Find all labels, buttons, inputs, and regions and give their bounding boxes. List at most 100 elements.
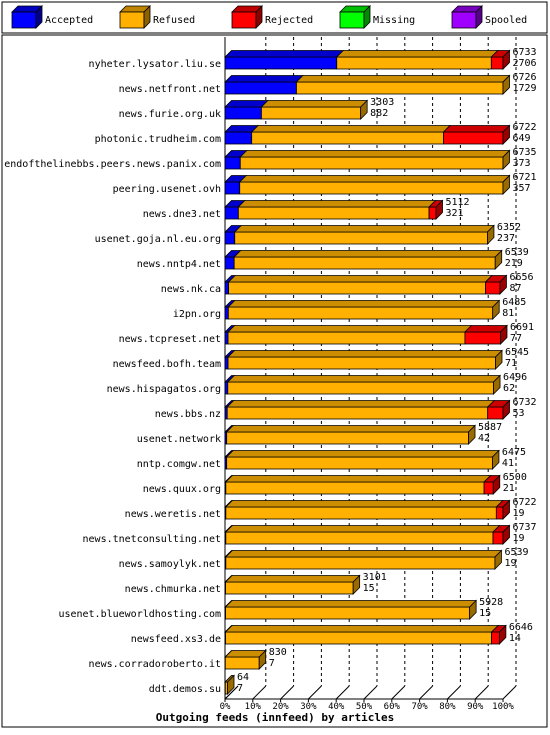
bar-segment-refused (225, 506, 497, 520)
x-tick-label: 30% (300, 702, 317, 712)
row-label: ddt.demos.su (149, 684, 221, 695)
row-label: peering.usenet.ovh (113, 184, 221, 195)
bar-side (499, 274, 507, 295)
bar-row (224, 49, 511, 70)
bar-side (360, 99, 368, 120)
bar-top-refused (224, 500, 504, 508)
total-label: 830 (269, 647, 287, 658)
bar-segment-refused (225, 606, 471, 620)
accepted-label: 357 (513, 183, 531, 194)
accepted-label: 81 (502, 308, 514, 319)
x-tick-label: 60% (384, 702, 401, 712)
bar-top-refused (227, 300, 501, 308)
total-label: 6726 (513, 72, 537, 83)
total-label: 6722 (513, 122, 537, 133)
legend-entry-rejected: Rejected (231, 5, 313, 29)
bar-segment-rejected (490, 56, 504, 70)
bar-segment-rejected (485, 281, 501, 295)
row-label: nntp.comgw.net (137, 459, 221, 470)
row-label: news.tcpreset.net (119, 334, 221, 345)
legend-swatch (339, 11, 365, 29)
bar-side (502, 49, 510, 70)
bar-segment-accepted (224, 356, 229, 370)
bar-segment-refused (237, 206, 430, 220)
bar-top-refused (227, 350, 503, 358)
total-label: 6722 (513, 497, 537, 508)
bar-top-refused (224, 625, 500, 633)
bar-top-refused (239, 150, 511, 158)
total-label: 6733 (513, 47, 537, 58)
accepted-label: 14 (509, 633, 521, 644)
bar-segment-rejected (464, 331, 501, 345)
row-label: news.tnetconsulting.net (83, 534, 221, 545)
bar-side (492, 299, 500, 320)
bar-row (224, 174, 511, 195)
bar-row (224, 424, 476, 445)
bar-segment-refused (233, 256, 496, 270)
total-label: 6646 (509, 622, 533, 633)
bar-segment-refused (226, 406, 489, 420)
total-label: 5112 (446, 197, 470, 208)
accepted-label: 53 (513, 408, 525, 419)
bar-side (468, 424, 476, 445)
bar-side (502, 499, 510, 520)
bar-segment-accepted (224, 156, 241, 170)
bar-side (498, 624, 507, 645)
x-tick-label: 90% (467, 702, 484, 712)
bar-segment-accepted (224, 256, 235, 270)
accepted-label: 41 (502, 458, 514, 469)
bar-segment-accepted (224, 331, 229, 345)
bar-row (224, 499, 511, 520)
bar-segment-accepted (224, 181, 241, 195)
accepted-label: 882 (370, 108, 388, 119)
bar-segment-accepted (224, 81, 297, 95)
bar-top-refused (260, 100, 369, 108)
bar-segment-refused (225, 556, 496, 570)
bar-segment-refused (226, 456, 493, 470)
bar-side (227, 674, 235, 695)
bar-segment-refused (225, 631, 493, 645)
bar-segment-accepted (224, 131, 253, 145)
row-label: news.samoylyk.net (119, 559, 221, 570)
bars (224, 49, 511, 695)
chart-title: Outgoing feeds (innfeed) by articles (156, 711, 394, 724)
total-label: 64 (237, 672, 249, 683)
bar-row (224, 474, 501, 495)
accepted-label: 62 (503, 383, 515, 394)
bar-top-refused (227, 275, 493, 283)
bar-row (224, 524, 511, 545)
bar-segment-refused (225, 531, 494, 545)
x-tick-label: 10% (245, 702, 262, 712)
bar-segment-refused (234, 231, 488, 245)
total-label: 5887 (478, 422, 502, 433)
legend-label: Refused (153, 15, 195, 26)
legend-label: Spooled (485, 15, 527, 26)
bar-side (502, 399, 510, 420)
accepted-label: 321 (446, 208, 464, 219)
bar-segment-refused (225, 481, 485, 495)
bar-segment-rejected (492, 531, 504, 545)
row-label: newsfeed.bofh.team (113, 359, 221, 370)
row-label: news.nntp4.net (137, 259, 221, 270)
bar-row (224, 349, 503, 370)
total-label: 6737 (513, 522, 537, 533)
bar-top-accepted (224, 50, 345, 58)
bar-top-refused (225, 450, 500, 458)
row-label: news.dne3.net (143, 209, 221, 220)
row-label: news.furie.org.uk (119, 109, 221, 120)
bar-segment-accepted (224, 56, 338, 70)
bar-side (495, 349, 503, 370)
bar-segment-rejected (443, 131, 504, 145)
bar-segment-accepted (224, 306, 229, 320)
accepted-label: 71 (505, 358, 517, 369)
x-tick-label: 40% (328, 702, 345, 712)
total-label: 6500 (503, 472, 527, 483)
legend-swatch-side (475, 5, 483, 29)
total-label: 6545 (505, 347, 529, 358)
accepted-label: 19 (513, 533, 525, 544)
bar-side (494, 549, 502, 570)
bar-side (502, 524, 510, 545)
bar-top-refused (226, 400, 496, 408)
